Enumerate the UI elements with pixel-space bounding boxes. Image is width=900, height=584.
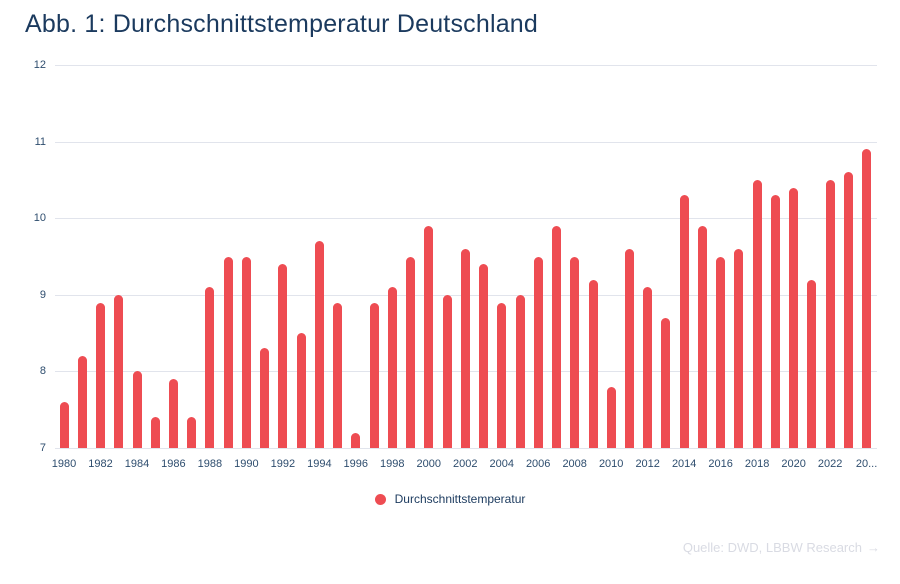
x-tick-label-1982: 1982	[88, 458, 113, 470]
bar-1990[interactable]	[241, 256, 251, 448]
bar-2023[interactable]	[843, 172, 853, 448]
x-tick-label-1990: 1990	[234, 458, 259, 470]
x-tick-label-1984: 1984	[124, 458, 150, 470]
bar-1993[interactable]	[296, 333, 306, 448]
bar-2017[interactable]	[734, 248, 744, 448]
bar-2007[interactable]	[552, 225, 561, 448]
bar-2002[interactable]	[460, 248, 470, 448]
x-tick-label-2012: 2012	[635, 458, 660, 470]
bar-2014[interactable]	[679, 195, 689, 448]
x-tick-label-1988: 1988	[197, 458, 223, 470]
bar-1980[interactable]	[59, 402, 69, 448]
gridline-11	[55, 142, 877, 143]
bar-1981[interactable]	[77, 356, 87, 448]
bar-2016[interactable]	[716, 256, 726, 448]
x-tick-label-2002: 2002	[453, 458, 478, 470]
x-tick-label-2006: 2006	[525, 458, 551, 470]
bar-1989[interactable]	[223, 256, 233, 448]
y-tick-label-10: 10	[33, 212, 46, 224]
y-tick-label-9: 9	[39, 289, 46, 301]
bar-2011[interactable]	[624, 248, 634, 448]
y-tick-label-7: 7	[39, 442, 46, 454]
bar-1998[interactable]	[387, 287, 397, 448]
bar-2001[interactable]	[442, 294, 452, 448]
bar-2000[interactable]	[424, 225, 434, 448]
bar-2021[interactable]	[807, 279, 817, 448]
bar-2015[interactable]	[697, 225, 707, 448]
gridline-12	[55, 65, 877, 66]
bar-2003[interactable]	[479, 264, 488, 448]
x-tick-label-2014: 2014	[671, 458, 697, 470]
bar-1983[interactable]	[114, 294, 124, 448]
bar-1988[interactable]	[205, 287, 215, 448]
gridline-10	[55, 218, 877, 219]
bar-1992[interactable]	[278, 264, 288, 448]
source-link[interactable]: Quelle: DWD, LBBW Research →	[683, 540, 880, 555]
legend-marker-icon	[374, 493, 386, 505]
x-tick-label-1998: 1998	[380, 458, 405, 470]
x-tick-label-2020: 2020	[781, 458, 806, 470]
bar-1987[interactable]	[187, 417, 197, 448]
bar-2008[interactable]	[570, 256, 580, 448]
bar-2018[interactable]	[752, 179, 762, 448]
bar-2006[interactable]	[533, 256, 543, 448]
bar-2012[interactable]	[643, 287, 653, 448]
x-tick-label-20: 20...	[855, 458, 878, 470]
chart-title: Abb. 1: Durchschnittstemperatur Deutschl…	[25, 10, 539, 38]
bar-1999[interactable]	[406, 256, 416, 448]
y-tick-label-12: 12	[33, 59, 46, 71]
bar-2024[interactable]	[862, 149, 872, 448]
bar-2022[interactable]	[825, 179, 835, 448]
x-tick-label-2010: 2010	[598, 458, 624, 470]
x-tick-label-1980: 1980	[51, 458, 77, 470]
arrow-right-icon: →	[867, 540, 880, 555]
legend[interactable]: Durchschnittstemperatur	[0, 492, 900, 506]
bar-1984[interactable]	[132, 371, 142, 448]
x-tick-label-2008: 2008	[562, 458, 587, 470]
x-tick-label-1992: 1992	[270, 458, 296, 470]
x-tick-label-1986: 1986	[161, 458, 186, 470]
bar-2020[interactable]	[789, 187, 799, 448]
bar-1982[interactable]	[96, 302, 105, 448]
bar-2013[interactable]	[661, 317, 671, 448]
bar-1996[interactable]	[351, 432, 361, 448]
x-tick-label-2004: 2004	[489, 458, 515, 470]
source-label: Quelle: DWD, LBBW Research	[682, 540, 862, 555]
bar-2009[interactable]	[588, 279, 598, 448]
bar-1994[interactable]	[314, 241, 324, 448]
bar-1991[interactable]	[260, 348, 270, 448]
bar-1985[interactable]	[150, 417, 160, 448]
bar-2019[interactable]	[770, 195, 780, 448]
x-tick-label-1994: 1994	[307, 458, 332, 470]
x-tick-label-2016: 2016	[708, 458, 733, 470]
x-tick-label-2022: 2022	[817, 458, 843, 470]
bar-2010[interactable]	[606, 386, 616, 448]
x-tick-label-2000: 2000	[416, 458, 442, 470]
x-tick-label-2018: 2018	[744, 458, 770, 470]
x-tick-label-1996: 1996	[343, 458, 369, 470]
bar-2005[interactable]	[515, 294, 525, 448]
legend-label: Durchschnittstemperatur	[394, 492, 526, 506]
bar-1995[interactable]	[333, 302, 343, 448]
gridline-7	[55, 448, 877, 449]
y-tick-label-8: 8	[39, 365, 46, 377]
bar-1997[interactable]	[369, 302, 379, 448]
y-tick-label-11: 11	[34, 136, 46, 148]
bar-1986[interactable]	[168, 379, 178, 448]
bar-2004[interactable]	[497, 302, 507, 448]
